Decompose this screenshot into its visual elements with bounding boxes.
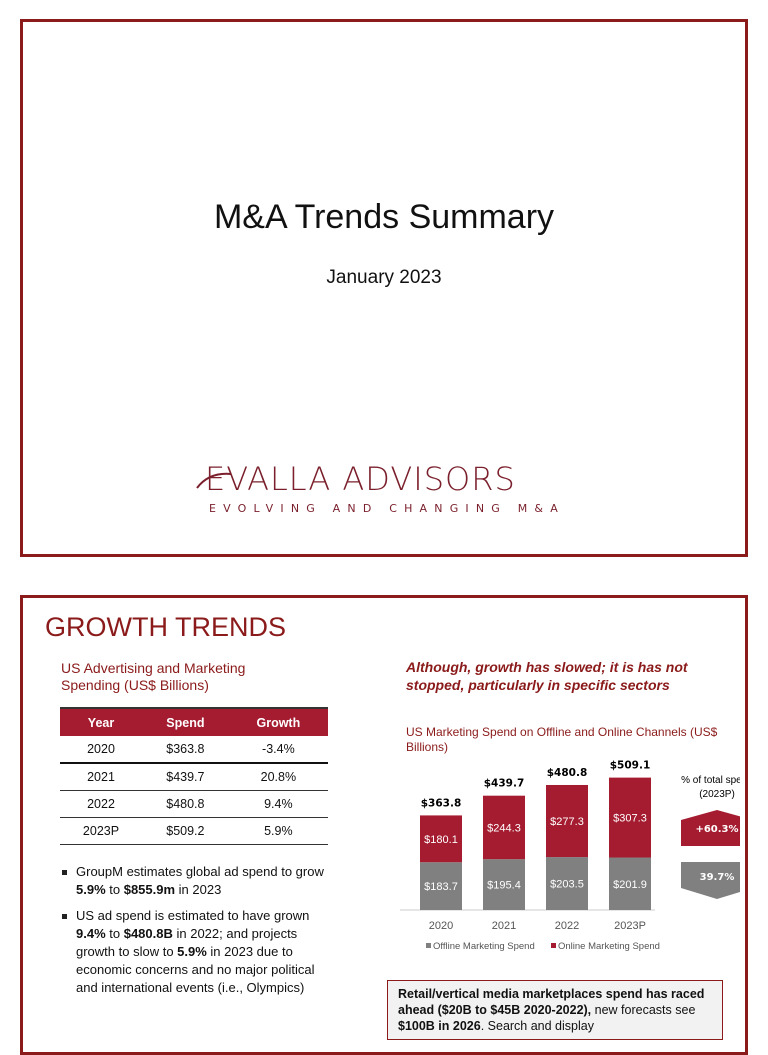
bar-offline — [546, 857, 588, 910]
table-header: Spend — [142, 707, 229, 736]
text: in 2023 due to economic concerns and no … — [76, 944, 315, 995]
slide-date: January 2023 — [326, 267, 442, 288]
bar-label: $277.3 — [550, 816, 584, 828]
cell: $480.8 — [142, 790, 229, 818]
text: $855.9m — [123, 882, 176, 897]
cell: $363.8 — [142, 736, 229, 764]
bar-label: $195.4 — [487, 880, 521, 892]
chart-title: US Marketing Spend on Offline and Online… — [406, 725, 718, 754]
cell: 2022 — [60, 790, 143, 818]
spend-table: Year Spend Growth 2020 $363.8 -3.4% 2021 $4… — [60, 707, 328, 845]
cell: 5.9% — [228, 817, 328, 845]
annotation-title: % of total spend — [681, 775, 740, 786]
online-share-label: +60.3% — [695, 824, 738, 835]
x-tick-label: 2021 — [492, 920, 516, 932]
cell: 2021 — [60, 763, 143, 791]
section-heading: GROWTH TRENDS — [45, 612, 286, 642]
annotation-subtitle: (2023P) — [699, 789, 735, 800]
bar-label: $183.7 — [424, 881, 458, 893]
text: $480.8B — [123, 926, 173, 941]
text: new forecasts see — [591, 1003, 696, 1017]
callout-box: Retail/vertical media marketplaces spend… — [387, 980, 723, 1040]
growth-trends-slide: GROWTH TRENDS US Advertising and Marketi… — [20, 595, 748, 1055]
legend-swatch — [426, 943, 431, 948]
text: to — [105, 882, 124, 897]
text: US ad spend is estimated to have grown — [76, 908, 310, 923]
bar-label: $201.9 — [613, 879, 647, 891]
text: in 2023 — [175, 882, 222, 897]
text: to — [105, 926, 124, 941]
cell: 2023P — [60, 817, 143, 845]
text: Retail/vertical media marketplaces spend… — [398, 987, 705, 1017]
table-header: Year — [60, 707, 143, 736]
title-slide: M&A Trends Summary January 2023 EVALLA A… — [20, 19, 748, 557]
x-tick-label: 2020 — [429, 920, 453, 932]
bar-label: $244.3 — [487, 822, 521, 834]
total-label: $363.8 — [421, 797, 462, 809]
bar-label: $180.1 — [424, 834, 458, 846]
cell: 20.8% — [228, 763, 328, 791]
offline-share-label: 39.7% — [700, 872, 735, 883]
cell: $509.2 — [142, 817, 229, 845]
text: 5.9% — [177, 944, 207, 959]
table-row: 2022 $480.8 9.4% — [60, 790, 328, 818]
legend-label: Online Marketing Spend — [558, 941, 660, 952]
bar-online — [483, 795, 525, 860]
slide-title: M&A Trends Summary — [213, 198, 555, 236]
bullet-item: US ad spend is estimated to have grown 9… — [61, 907, 331, 997]
legend-swatch — [551, 943, 556, 948]
online-share-shape — [681, 810, 740, 846]
bar-offline — [609, 857, 651, 910]
offline-share-shape — [681, 862, 740, 899]
total-label: $509.1 — [610, 760, 651, 772]
company-logo: EVALLA ADVISORS EVOLVING AND CHANGING M&… — [195, 440, 605, 540]
total-label: $439.7 — [484, 778, 525, 790]
text: 9.4% — [76, 926, 106, 941]
logo-tagline: EVOLVING AND CHANGING M&A — [209, 502, 565, 515]
bullet-item: GroupM estimates global ad spend to grow… — [61, 863, 331, 899]
quote-text: Although, growth has slowed; it is has n… — [406, 659, 688, 693]
text: 5.9% — [76, 882, 106, 897]
logo-swoosh-icon — [196, 472, 232, 489]
text: in 2022; and projects growth to slow to — [76, 926, 298, 959]
x-tick-label: 2023P — [614, 920, 646, 932]
total-label: $480.8 — [547, 767, 588, 779]
table-row: 2020 $363.8 -3.4% — [60, 736, 328, 764]
logo-text: EVALLA ADVISORS — [205, 460, 516, 498]
table-row: 2023P $509.2 5.9% — [60, 817, 328, 845]
x-tick-label: 2022 — [555, 920, 579, 932]
bullet-list: GroupM estimates global ad spend to grow… — [61, 863, 331, 1005]
cell: $439.7 — [142, 763, 229, 791]
bar-online — [609, 777, 651, 858]
table-row: 2021 $439.7 20.8% — [60, 763, 328, 791]
bar-online — [420, 815, 462, 863]
bar-offline — [483, 859, 525, 910]
bar-offline — [420, 862, 462, 910]
text: $100B in 2026 — [398, 1019, 481, 1033]
table-title: US Advertising and Marketing Spending (U… — [61, 660, 246, 693]
cell: 2020 — [60, 736, 143, 764]
stacked-bar-chart: $183.7 $180.1 $363.8 2020 $195.4 $244.3 $439.7… — [400, 760, 740, 952]
text: . Search and display — [480, 1019, 594, 1033]
table-header: Growth — [228, 707, 328, 736]
text: GroupM estimates global ad spend to grow — [76, 864, 324, 879]
legend-label: Offline Marketing Spend — [433, 941, 535, 952]
cell: -3.4% — [228, 736, 328, 764]
bar-label: $203.5 — [550, 879, 584, 891]
cell: 9.4% — [228, 790, 328, 818]
bar-label: $307.3 — [613, 813, 647, 825]
bar-online — [546, 784, 588, 858]
